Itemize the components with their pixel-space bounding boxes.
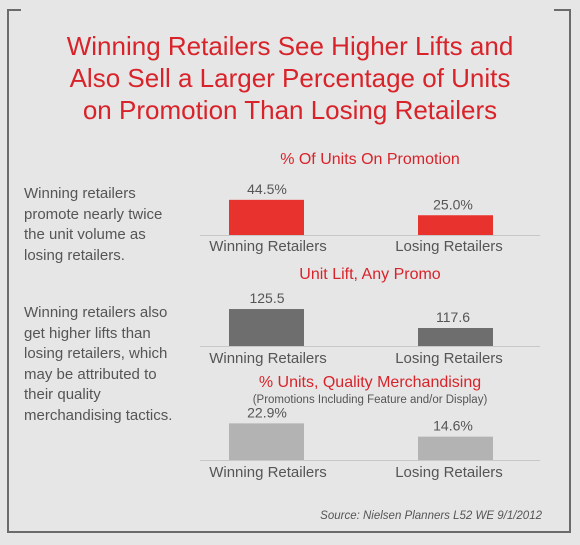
chart-1-category-label: Winning Retailers [209, 238, 327, 255]
frame-corner-right [554, 9, 571, 11]
chart-2-category-label: Winning Retailers [209, 350, 327, 367]
chart-2-value-label: 117.6 [436, 309, 470, 325]
chart-3-category-label: Winning Retailers [209, 464, 327, 481]
chart-2-bar-winning [229, 309, 304, 346]
frame-border [7, 9, 571, 533]
side-note-promotion: Winning retailers promote nearly twice t… [24, 185, 163, 264]
chart-1-value-label: 25.0% [433, 196, 473, 212]
title-line-1: Winning Retailers See Higher Lifts and [66, 31, 514, 61]
title-line-3: on Promotion Than Losing Retailers [82, 95, 498, 125]
title-line-2: Also Sell a Larger Percentage of Units [69, 63, 511, 93]
chart-3-category-label: Losing Retailers [395, 464, 503, 481]
chart-2-bar-losing [418, 328, 493, 346]
chart-3-subtitle: (Promotions Including Feature and/or Dis… [252, 394, 488, 406]
chart-3-bar-losing [418, 436, 493, 460]
side-note-lift: Winning retailers also get higher lifts … [24, 304, 173, 424]
chart-3-title: % Units, Quality Merchandising [258, 374, 482, 391]
page-title: Winning Retailers See Higher Lifts and A… [18, 30, 562, 126]
chart-2-category-label: Losing Retailers [395, 350, 503, 367]
chart-3-value-label: 22.9% [247, 404, 287, 420]
chart-2-title: Unit Lift, Any Promo [299, 266, 441, 283]
source-note: Source: Nielsen Planners L52 WE 9/1/2012 [320, 510, 542, 522]
chart-1-bar-losing [418, 215, 493, 235]
chart-3-value-label: 14.6% [433, 418, 473, 434]
chart-1-value-label: 44.5% [247, 181, 287, 197]
chart-1-title: % Of Units On Promotion [280, 151, 460, 168]
chart-1-bar-winning [229, 199, 304, 235]
chart-2-value-label: 125.5 [249, 290, 284, 306]
chart-1-category-label: Losing Retailers [395, 238, 503, 255]
frame-corner-left [7, 9, 21, 11]
chart-3-bar-winning [229, 423, 304, 460]
